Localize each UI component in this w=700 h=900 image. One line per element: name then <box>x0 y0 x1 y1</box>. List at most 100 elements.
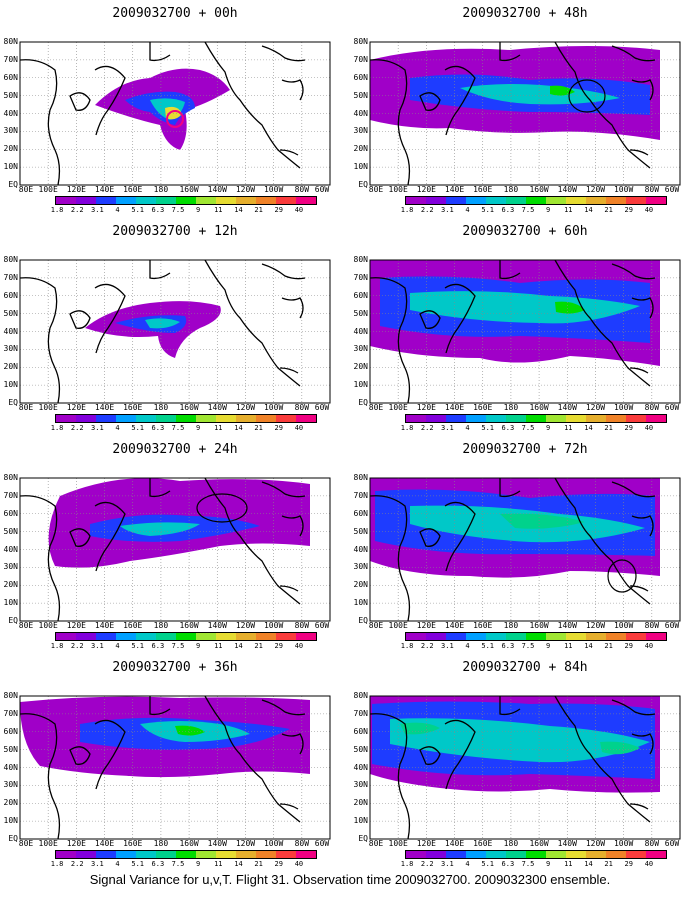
longitude-label: 60W <box>664 403 680 412</box>
colorbar-label: 6.3 <box>501 206 515 214</box>
colorbar-swatch <box>56 415 76 422</box>
longitude-label: 140W <box>557 403 577 412</box>
latitude-label: 80N <box>353 691 368 700</box>
colorbar-label: 4 <box>465 642 470 650</box>
colorbar-label: 4 <box>465 860 470 868</box>
colorbar-label: 11 <box>214 860 223 868</box>
coastline <box>370 42 656 185</box>
colorbar-labels: 1.8 2.2 3.1 4 5.1 6.3 7.5 9 11 14 21 29 40 <box>401 206 667 215</box>
colorbar-label: 6.3 <box>151 642 165 650</box>
colorbar-label: 40 <box>644 206 654 214</box>
latitude-label: 40N <box>353 762 368 772</box>
colorbar-swatch <box>156 415 176 422</box>
colorbar-label: 2.2 <box>420 642 434 650</box>
colorbar-label: 40 <box>294 860 304 868</box>
colorbar-swatch <box>256 415 276 422</box>
colorbar-label: 29 <box>624 206 633 214</box>
colorbar-swatch <box>486 851 506 858</box>
colorbar-label: 7.5 <box>521 206 535 214</box>
latitude-label: 50N <box>3 526 18 536</box>
latitude-label: 50N <box>3 90 18 100</box>
colorbar-label: 29 <box>624 860 633 868</box>
colorbar-label: 5.1 <box>131 860 145 868</box>
longitude-label: 180 <box>503 839 519 848</box>
colorbar-swatch <box>176 197 196 204</box>
latitude-label: 10N <box>353 598 368 608</box>
longitude-label: 160W <box>179 185 199 194</box>
longitude-label: 80W <box>294 185 310 194</box>
latitude-label: 10N <box>3 598 18 608</box>
colorbar-swatch <box>136 851 156 858</box>
colorbar-label: 14 <box>234 206 243 214</box>
longitude-label: 160W <box>179 403 199 412</box>
longitude-label: 160E <box>123 621 143 630</box>
longitude-label: 160E <box>123 185 143 194</box>
colorbar <box>405 850 667 859</box>
longitude-label: 80E <box>368 403 384 412</box>
colorbar-swatch <box>116 633 136 640</box>
coastline <box>20 696 306 839</box>
colorbar-label: 40 <box>294 642 304 650</box>
colorbar-label: 3.1 <box>91 860 104 868</box>
latitude-label: 20N <box>353 580 368 590</box>
colorbar-label: 40 <box>294 424 304 432</box>
colorbar-swatch <box>526 197 546 204</box>
longitude-labels: 80E 100E 120E 140E 160E 180 160W 140W 120W 100W 80… <box>350 186 700 196</box>
colorbar-swatch <box>56 633 76 640</box>
target-ellipse <box>607 559 637 593</box>
colorbar-label: 6.3 <box>501 424 515 432</box>
colorbar-label: 6.3 <box>501 642 515 650</box>
latitude-label: 30N <box>3 344 18 354</box>
colorbar-label: 21 <box>254 860 263 868</box>
longitude-labels: 80E 100E 120E 140E 160E 180 160W 140W 120W 100W 80… <box>0 186 350 196</box>
colorbar-label: 14 <box>584 642 593 650</box>
colorbar <box>405 632 667 641</box>
colorbar-swatch <box>296 633 316 640</box>
longitude-label: 80W <box>294 621 310 630</box>
contour-fills <box>370 696 680 839</box>
map-frame <box>19 477 331 622</box>
colorbar-swatch <box>526 633 546 640</box>
latitude-label: 80N <box>3 691 18 700</box>
map-frame <box>369 41 681 186</box>
contour-fill <box>460 84 620 105</box>
colorbar-label: 5.1 <box>481 642 495 650</box>
colorbar-swatch <box>606 415 626 422</box>
colorbar-label: 14 <box>234 424 243 432</box>
variance-map <box>19 695 331 840</box>
longitude-label: 160E <box>473 185 493 194</box>
colorbar-swatch <box>76 851 96 858</box>
longitude-label: 160W <box>179 621 199 630</box>
longitude-label: 80E <box>18 839 34 848</box>
colorbar-swatch <box>216 851 236 858</box>
map-frame <box>19 41 331 186</box>
latitude-label: 50N <box>353 744 368 754</box>
latitude-label: 20N <box>353 144 368 154</box>
longitude-label: 100W <box>613 403 634 412</box>
colorbar-label: 9 <box>546 206 551 214</box>
latitude-label: 20N <box>3 580 18 590</box>
latitude-label: 30N <box>353 562 368 572</box>
colorbar-label: 4 <box>115 206 120 214</box>
colorbar-swatch <box>466 633 486 640</box>
colorbar-label: 11 <box>564 206 573 214</box>
colorbar-swatch <box>546 415 566 422</box>
colorbar-label: 40 <box>644 424 654 432</box>
variance-map <box>19 477 331 622</box>
panel-title: 2009032700 + 24h <box>112 442 238 457</box>
colorbar-label: 11 <box>214 424 223 432</box>
colorbar-swatch <box>236 197 256 204</box>
panel-title: 2009032700 + 48h <box>462 6 588 21</box>
colorbar-label: 29 <box>274 860 283 868</box>
colorbar-label: 2.2 <box>70 860 84 868</box>
colorbar-swatch <box>626 851 646 858</box>
colorbar-swatch <box>136 197 156 204</box>
colorbar-swatch <box>116 415 136 422</box>
longitude-label: 100W <box>613 621 634 630</box>
longitude-label: 80W <box>644 621 660 630</box>
longitude-label: 160W <box>529 185 549 194</box>
longitude-label: 140E <box>444 839 465 848</box>
colorbar-label: 6.3 <box>151 860 165 868</box>
colorbar-label: 7.5 <box>521 424 535 432</box>
colorbar <box>405 196 667 205</box>
